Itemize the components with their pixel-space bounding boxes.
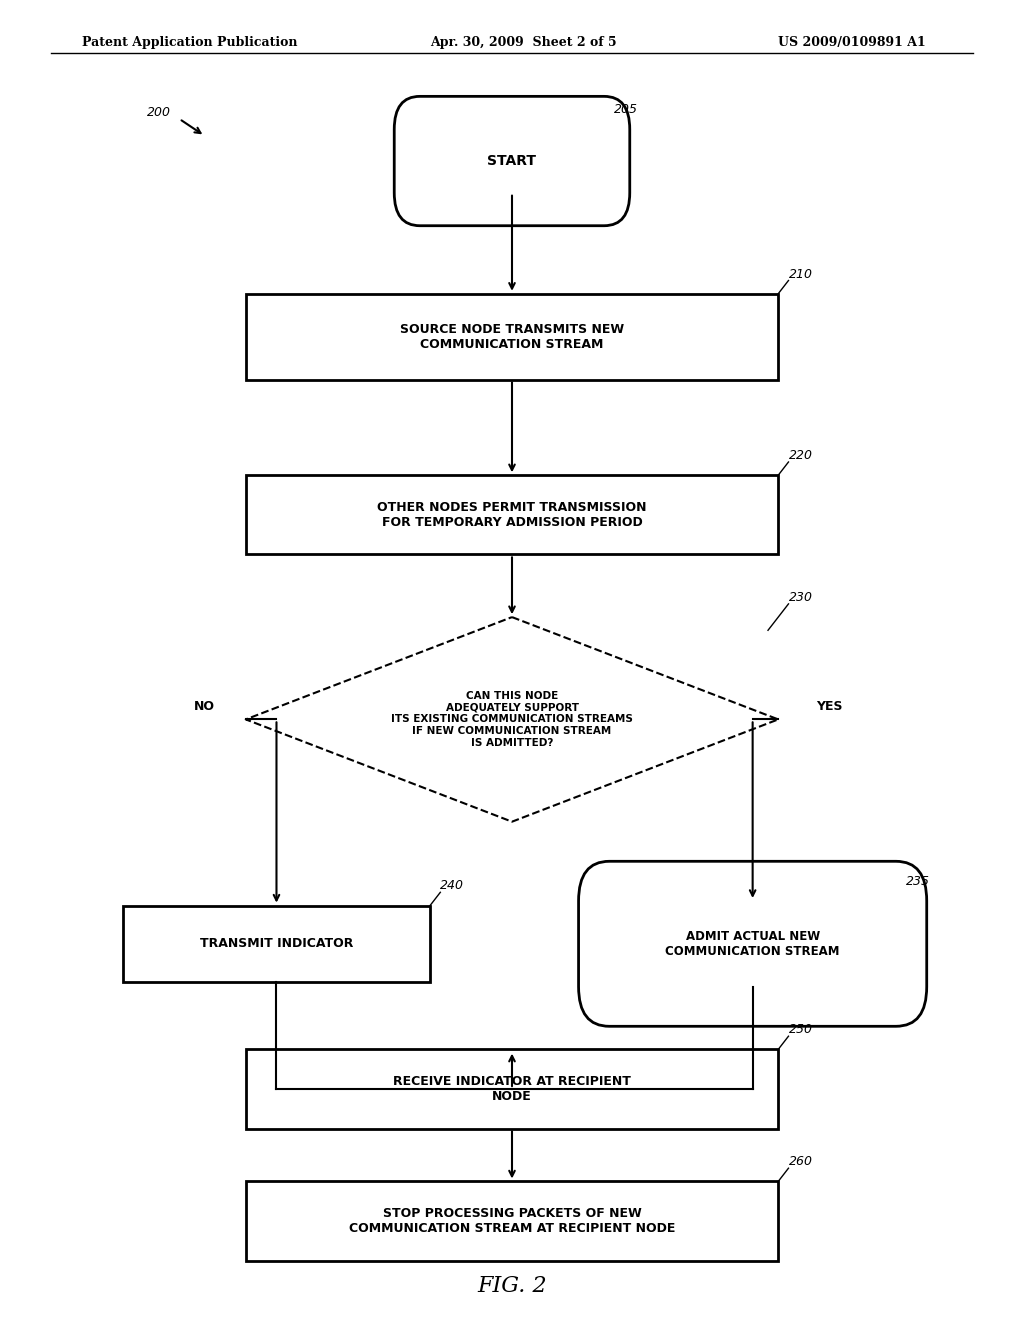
Text: FIG. 2: FIG. 2 — [477, 1275, 547, 1296]
Text: RECEIVE INDICATOR AT RECIPIENT
NODE: RECEIVE INDICATOR AT RECIPIENT NODE — [393, 1074, 631, 1104]
Text: 205: 205 — [614, 103, 638, 116]
Text: 200: 200 — [146, 106, 171, 119]
FancyBboxPatch shape — [394, 96, 630, 226]
Text: CAN THIS NODE
ADEQUATELY SUPPORT
ITS EXISTING COMMUNICATION STREAMS
IF NEW COMMU: CAN THIS NODE ADEQUATELY SUPPORT ITS EXI… — [391, 692, 633, 747]
Text: NO: NO — [195, 700, 215, 713]
FancyBboxPatch shape — [246, 1181, 778, 1261]
Text: 220: 220 — [788, 449, 812, 462]
Text: Apr. 30, 2009  Sheet 2 of 5: Apr. 30, 2009 Sheet 2 of 5 — [430, 36, 616, 49]
Text: YES: YES — [816, 700, 843, 713]
Text: ADMIT ACTUAL NEW
COMMUNICATION STREAM: ADMIT ACTUAL NEW COMMUNICATION STREAM — [666, 929, 840, 958]
Text: US 2009/0109891 A1: US 2009/0109891 A1 — [778, 36, 926, 49]
Text: 250: 250 — [788, 1023, 812, 1036]
Text: 230: 230 — [788, 591, 812, 605]
Text: OTHER NODES PERMIT TRANSMISSION
FOR TEMPORARY ADMISSION PERIOD: OTHER NODES PERMIT TRANSMISSION FOR TEMP… — [377, 500, 647, 529]
Text: 240: 240 — [440, 879, 464, 892]
FancyBboxPatch shape — [246, 293, 778, 380]
FancyBboxPatch shape — [123, 906, 430, 982]
Text: STOP PROCESSING PACKETS OF NEW
COMMUNICATION STREAM AT RECIPIENT NODE: STOP PROCESSING PACKETS OF NEW COMMUNICA… — [349, 1206, 675, 1236]
FancyBboxPatch shape — [579, 862, 927, 1027]
Text: Patent Application Publication: Patent Application Publication — [82, 36, 297, 49]
Text: 260: 260 — [788, 1155, 812, 1168]
Text: START: START — [487, 154, 537, 168]
Text: TRANSMIT INDICATOR: TRANSMIT INDICATOR — [200, 937, 353, 950]
FancyBboxPatch shape — [246, 1049, 778, 1129]
Text: SOURCE NODE TRANSMITS NEW
COMMUNICATION STREAM: SOURCE NODE TRANSMITS NEW COMMUNICATION … — [400, 322, 624, 351]
Text: 235: 235 — [906, 875, 930, 887]
Text: 210: 210 — [788, 268, 812, 281]
FancyBboxPatch shape — [246, 475, 778, 554]
